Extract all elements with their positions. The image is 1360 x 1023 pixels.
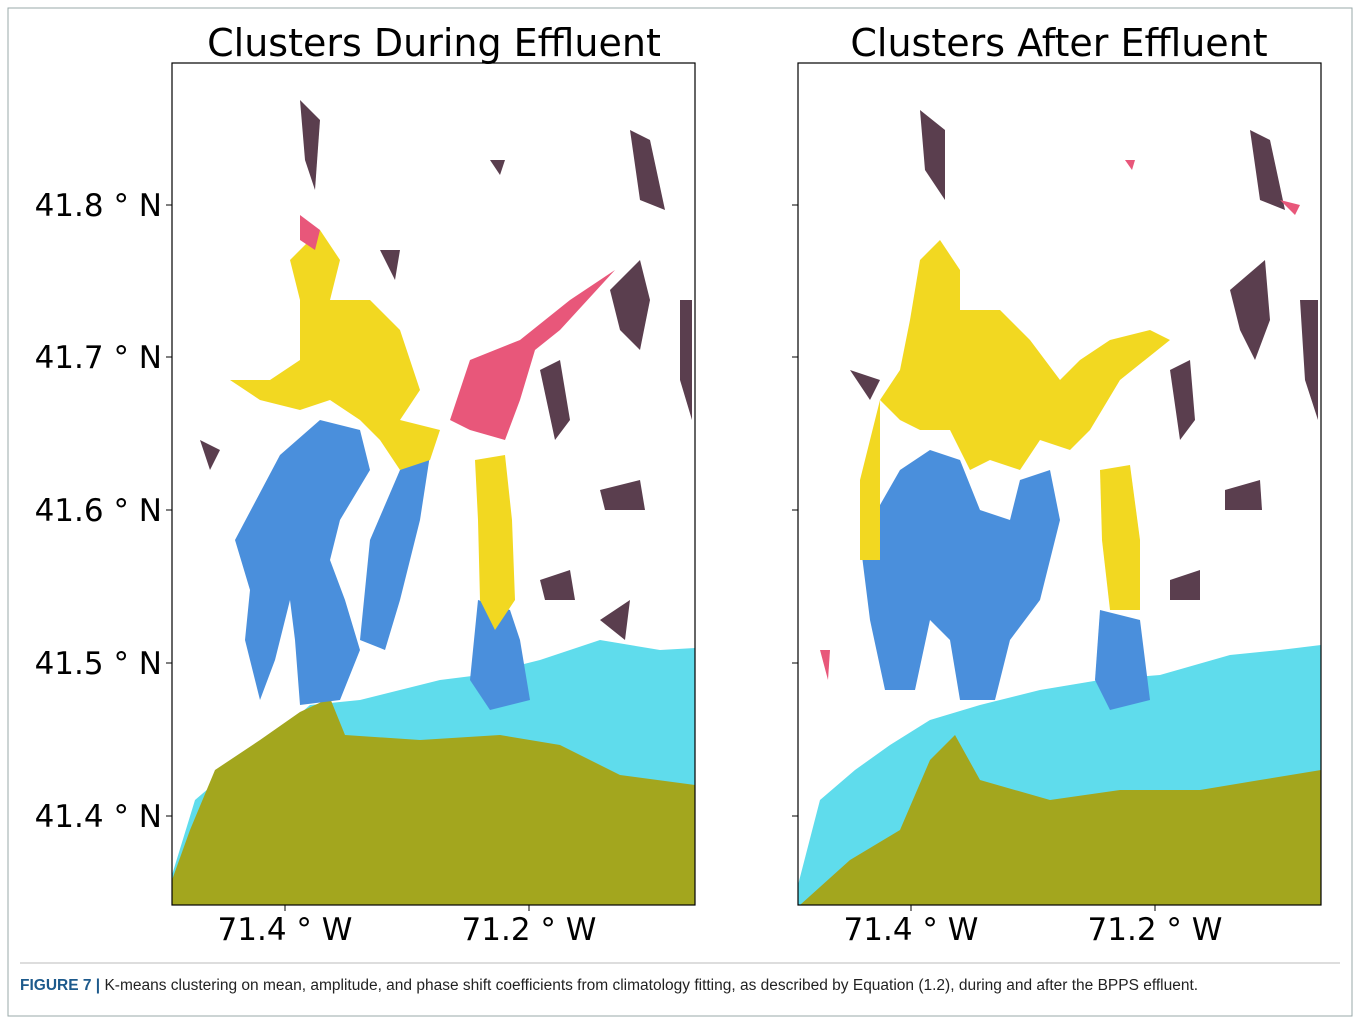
x-tick-label: 71.4 ° W	[844, 912, 979, 948]
y-tick-label: 41.6 ° N	[35, 493, 162, 529]
y-tick-label: 41.7 ° N	[35, 340, 162, 376]
y-tick-label: 41.4 ° N	[35, 799, 162, 835]
panel-title: Clusters During Effluent	[207, 21, 661, 65]
caption-label: FIGURE 7 |	[20, 977, 101, 994]
panel-title: Clusters After Effluent	[850, 21, 1267, 65]
axes-frame	[797, 62, 1322, 906]
caption: FIGURE 7 | K-means clustering on mean, a…	[20, 975, 1340, 997]
axes-frame	[171, 62, 696, 906]
map-during	[172, 100, 695, 905]
x-tick-label: 71.2 ° W	[462, 912, 597, 948]
frame	[7, 7, 1353, 1017]
x-tick-label: 71.2 ° W	[1088, 912, 1223, 948]
y-tick-label: 41.8 ° N	[35, 188, 162, 224]
ticks: 41.8 ° N 41.7 ° N 41.6 ° N 41.5 ° N 41.4 ° N…	[35, 188, 1223, 948]
y-tick-label: 41.5 ° N	[35, 646, 162, 682]
caption-text: K-means clustering on mean, amplitude, a…	[104, 977, 1199, 994]
map-after	[798, 110, 1321, 905]
x-tick-label: 71.4 ° W	[218, 912, 353, 948]
